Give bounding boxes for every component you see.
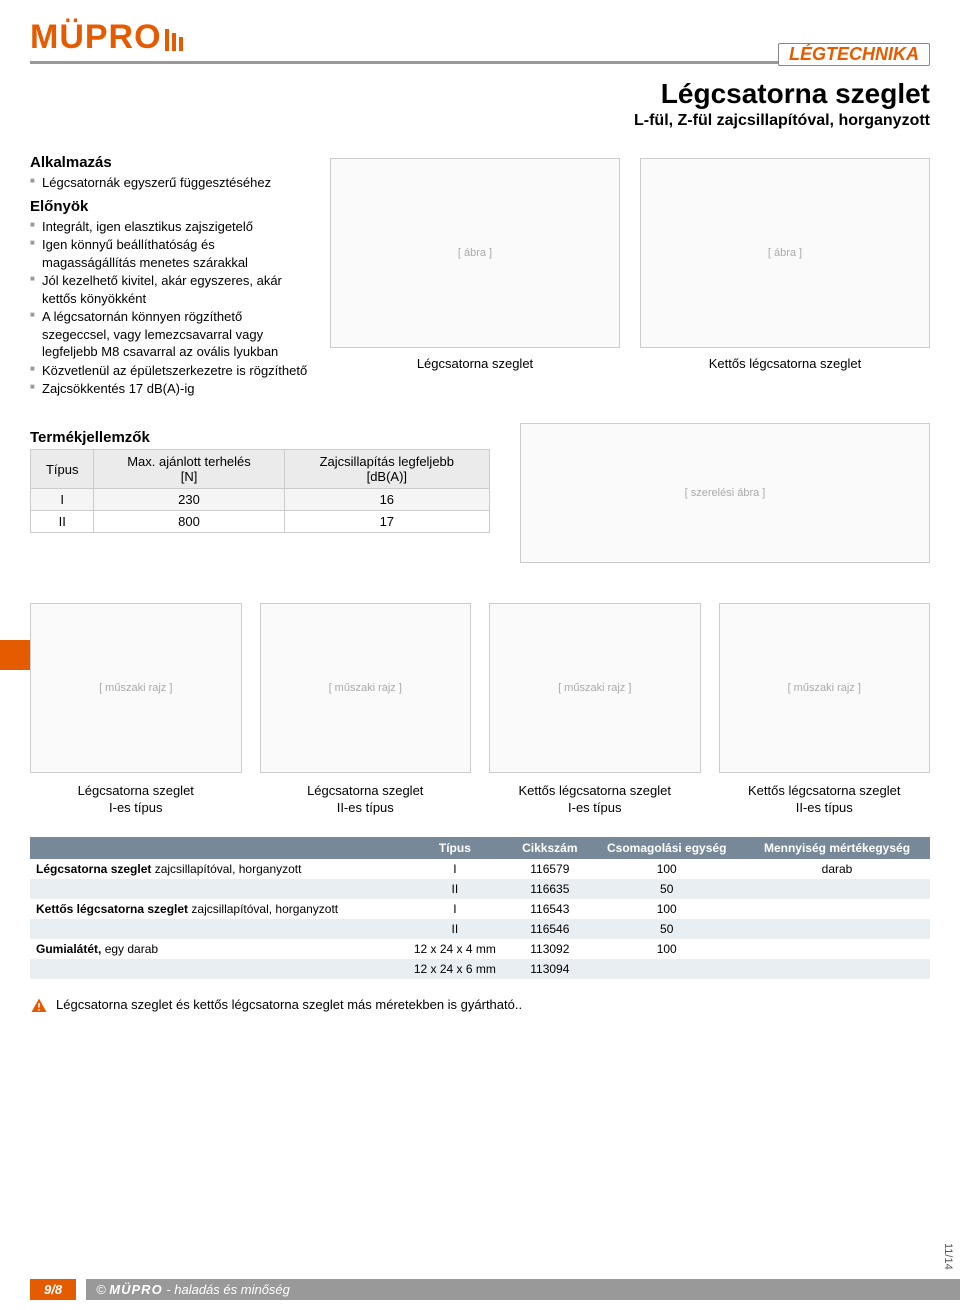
order-cell: 100 [589, 859, 744, 879]
list-item: Integrált, igen elasztikus zajszigetelő [30, 218, 310, 236]
order-product [30, 879, 400, 899]
order-header: Mennyiség mértékegység [744, 837, 930, 859]
order-row: Gumialátét, egy darab12 x 24 x 4 mm11309… [30, 939, 930, 959]
title-block: Légcsatorna szeglet L-fül, Z-fül zajcsil… [30, 78, 930, 130]
order-cell: 50 [589, 919, 744, 939]
order-cell: 113094 [510, 959, 589, 979]
order-header: Típus [400, 837, 511, 859]
footer-page-number: 9/8 [30, 1279, 76, 1300]
drawing: [ műszaki rajz ] Kettős légcsatorna szegl… [489, 603, 701, 817]
order-cell [744, 919, 930, 939]
order-row: Légcsatorna szeglet zajcsillapítóval, ho… [30, 859, 930, 879]
order-cell [744, 899, 930, 919]
order-row: 12 x 24 x 6 mm113094 [30, 959, 930, 979]
advantages-list: Integrált, igen elasztikus zajszigetelőI… [30, 218, 310, 398]
order-cell [744, 959, 930, 979]
figure-caption-1: Légcsatorna szeglet [330, 356, 620, 371]
warning-icon [30, 997, 48, 1015]
dimension-drawing: [ műszaki rajz ] [260, 603, 472, 773]
assembly-illustration: [ szerelési ábra ] [520, 423, 930, 563]
list-item: Légcsatornák egyszerű függesztéséhez [30, 174, 310, 192]
section-application: Alkalmazás [30, 154, 310, 171]
list-item: Zajcsökkentés 17 dB(A)-ig [30, 380, 310, 398]
order-row: II11654650 [30, 919, 930, 939]
page-subtitle: L-fül, Z-fül zajcsillapítóval, horganyzo… [30, 112, 930, 130]
application-list: Légcsatornák egyszerű függesztéséhez [30, 174, 310, 192]
order-cell: 113092 [510, 939, 589, 959]
note-text: Légcsatorna szeglet és kettős légcsatorn… [56, 997, 522, 1012]
order-product: Kettős légcsatorna szeglet zajcsillapító… [30, 899, 400, 919]
order-cell: 116635 [510, 879, 589, 899]
order-cell [744, 939, 930, 959]
product-photo-single: [ ábra ] [330, 158, 620, 348]
order-row: II11663550 [30, 879, 930, 899]
spec-cell: II [31, 511, 94, 533]
dimension-drawing: [ műszaki rajz ] [489, 603, 701, 773]
order-header: Csomagolási egység [589, 837, 744, 859]
dimension-drawing: [ műszaki rajz ] [719, 603, 931, 773]
order-cell: II [400, 919, 511, 939]
page-title: Légcsatorna szeglet [30, 78, 930, 110]
drawing-caption: Kettős légcsatorna szeglet II-es típus [719, 783, 931, 817]
order-row: Kettős légcsatorna szeglet zajcsillapító… [30, 899, 930, 919]
drawing: [ műszaki rajz ] Kettős légcsatorna szegl… [719, 603, 931, 817]
order-table: TípusCikkszámCsomagolási egységMennyiség… [30, 837, 930, 979]
spec-cell: 16 [284, 489, 489, 511]
list-item: Közvetlenül az épületszerkezetre is rögz… [30, 362, 310, 380]
logo-bars-icon [165, 29, 186, 51]
footer-tagline: - haladás és minőség [166, 1282, 290, 1297]
spec-cell: 800 [94, 511, 284, 533]
drawing-caption: Kettős légcsatorna szeglet I-es típus [489, 783, 701, 817]
order-cell: 50 [589, 879, 744, 899]
footer: 9/8 © MÜPRO - haladás és minőség [0, 1279, 960, 1300]
order-cell [589, 959, 744, 979]
order-product: Gumialátét, egy darab [30, 939, 400, 959]
product-photo-double: [ ábra ] [640, 158, 930, 348]
order-header: Cikkszám [510, 837, 589, 859]
footer-logo: MÜPRO [109, 1282, 162, 1297]
order-cell: 100 [589, 939, 744, 959]
order-cell: 100 [589, 899, 744, 919]
order-cell: 116546 [510, 919, 589, 939]
note-row: Légcsatorna szeglet és kettős légcsatorn… [30, 997, 930, 1015]
spec-cell: 17 [284, 511, 489, 533]
spec-header: Max. ajánlott terhelés [N] [94, 450, 284, 489]
order-cell: darab [744, 859, 930, 879]
list-item: Jól kezelhető kivitel, akár egyszeres, a… [30, 272, 310, 307]
order-cell: II [400, 879, 511, 899]
section-advantages: Előnyök [30, 198, 310, 215]
drawing: [ műszaki rajz ] Légcsatorna szeglet II-e… [260, 603, 472, 817]
spec-cell: I [31, 489, 94, 511]
header-rule: LÉGTECHNIKA [30, 61, 930, 64]
dimension-drawings-row: [ műszaki rajz ] Légcsatorna szeglet I-es… [30, 603, 930, 817]
dimension-drawing: [ műszaki rajz ] [30, 603, 242, 773]
order-cell: I [400, 899, 511, 919]
order-cell: 12 x 24 x 6 mm [400, 959, 511, 979]
order-product: Légcsatorna szeglet zajcsillapítóval, ho… [30, 859, 400, 879]
order-cell: I [400, 859, 511, 879]
order-product [30, 959, 400, 979]
spec-table: TípusMax. ajánlott terhelés [N]Zajcsilla… [30, 449, 490, 533]
order-product [30, 919, 400, 939]
drawing: [ műszaki rajz ] Légcsatorna szeglet I-es… [30, 603, 242, 817]
side-tab-icon [0, 640, 30, 670]
drawing-caption: Légcsatorna szeglet II-es típus [260, 783, 472, 817]
order-cell [744, 879, 930, 899]
order-cell: 12 x 24 x 4 mm [400, 939, 511, 959]
drawing-caption: Légcsatorna szeglet I-es típus [30, 783, 242, 817]
side-code: 11/14 [942, 1243, 954, 1270]
list-item: A légcsatornán könnyen rögzíthető szegec… [30, 308, 310, 361]
order-header [30, 837, 400, 859]
footer-copy: © [96, 1282, 106, 1297]
spec-cell: 230 [94, 489, 284, 511]
list-item: Igen könnyű beállíthatóság és magasságál… [30, 236, 310, 271]
figure-caption-2: Kettős légcsatorna szeglet [640, 356, 930, 371]
order-cell: 116543 [510, 899, 589, 919]
spec-header: Zajcsillapítás legfeljebb [dB(A)] [284, 450, 489, 489]
category-badge: LÉGTECHNIKA [778, 43, 930, 66]
order-cell: 116579 [510, 859, 589, 879]
logo-text: MÜPRO [30, 18, 162, 57]
spec-header: Típus [31, 450, 94, 489]
section-specs: Termékjellemzők [30, 429, 490, 446]
